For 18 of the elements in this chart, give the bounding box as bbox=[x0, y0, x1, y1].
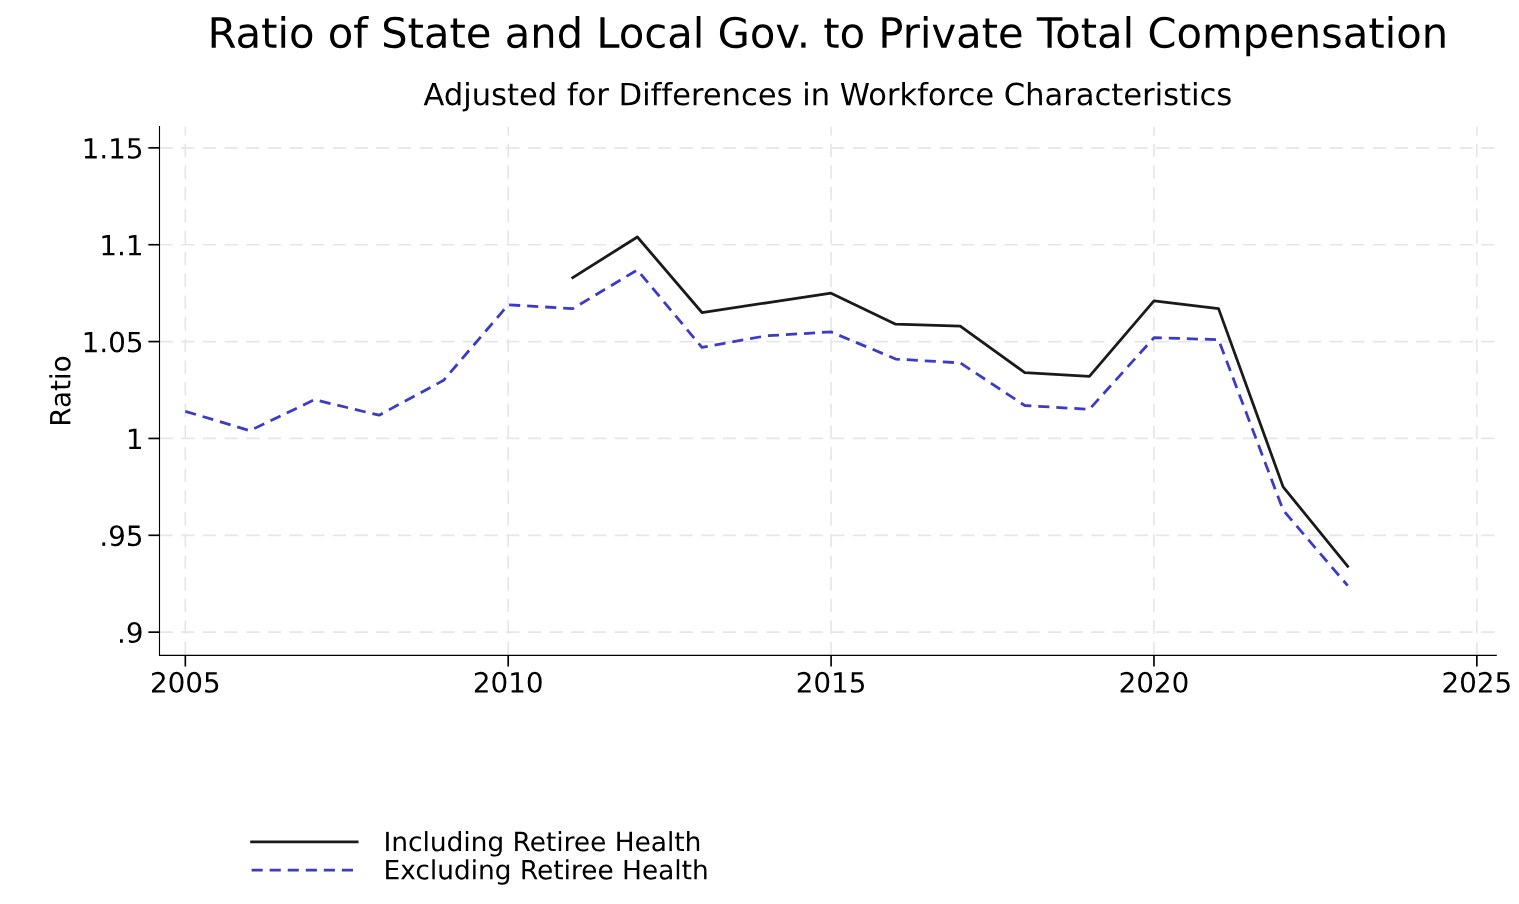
chart-subtitle: Adjusted for Differences in Workforce Characteristics bbox=[423, 81, 1231, 112]
y-tick-label: 1 bbox=[128, 428, 141, 449]
y-tick-label: 1.05 bbox=[84, 331, 142, 353]
x-tick-label: 2020 bbox=[1120, 671, 1188, 693]
chart-title: Ratio of State and Local Gov. to Private Total Compensation bbox=[211, 16, 1445, 57]
legend-label: Excluding Retiree Health bbox=[386, 859, 707, 885]
x-tick-label: 2015 bbox=[797, 671, 864, 693]
x-tick-label: 2010 bbox=[474, 671, 542, 693]
x-tick-label: 2005 bbox=[152, 671, 219, 693]
y-tick-label: .95 bbox=[102, 525, 142, 547]
line-series bbox=[183, 268, 1350, 588]
y-axis-title: Ratio bbox=[49, 356, 71, 424]
legend-label: Including Retiree Health bbox=[386, 831, 700, 857]
y-tick-label: .9 bbox=[119, 622, 142, 644]
y-tick-label: 1.15 bbox=[84, 138, 142, 159]
x-tick-label: 2025 bbox=[1443, 671, 1510, 693]
y-tick-label: 1.1 bbox=[102, 235, 141, 256]
line-series bbox=[571, 235, 1350, 568]
